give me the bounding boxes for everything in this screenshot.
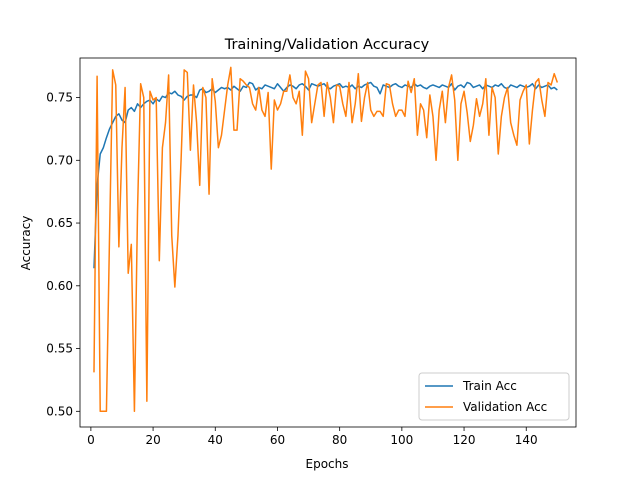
x-tick-label: 140	[515, 433, 538, 447]
y-tick-label: 0.50	[46, 404, 73, 418]
legend-label: Validation Acc	[463, 400, 547, 414]
x-tick-label: 40	[208, 433, 223, 447]
x-axis-title: Epochs	[306, 457, 349, 471]
plot-area: 0 20 40 60 80 100 120 140 0.500.550.600.650.700…	[46, 57, 577, 447]
series-lines	[93, 66, 559, 413]
x-tick-label: 0	[87, 433, 95, 447]
x-axis: 0 20 40 60 80 100 120 140	[87, 427, 538, 447]
x-tick-label: 80	[332, 433, 347, 447]
y-axis: 0.50 0.55 0.60 0.65 0.70 0.75	[46, 91, 80, 418]
x-tick-label: 100	[390, 433, 413, 447]
series-line-validation-acc	[93, 66, 559, 413]
x-tick-label: 20	[145, 433, 160, 447]
y-axis-title: Accuracy	[19, 216, 33, 271]
legend-box	[418, 372, 570, 421]
x-tick-label: 120	[453, 433, 476, 447]
y-tick-label: 0.65	[46, 216, 73, 230]
chart-title: Training/Validation Accuracy	[224, 37, 430, 53]
legend: Train Acc Validation Acc	[418, 372, 570, 421]
y-tick-label: 0.55	[46, 342, 73, 356]
plot-frame	[79, 57, 577, 428]
y-tick-label: 0.75	[46, 91, 73, 105]
y-tick-label: 0.70	[46, 153, 73, 167]
y-tick-label: 0.60	[46, 279, 73, 293]
x-tick-label: 60	[270, 433, 285, 447]
series-line-train-acc	[93, 81, 558, 269]
legend-label: Train Acc	[462, 379, 517, 393]
